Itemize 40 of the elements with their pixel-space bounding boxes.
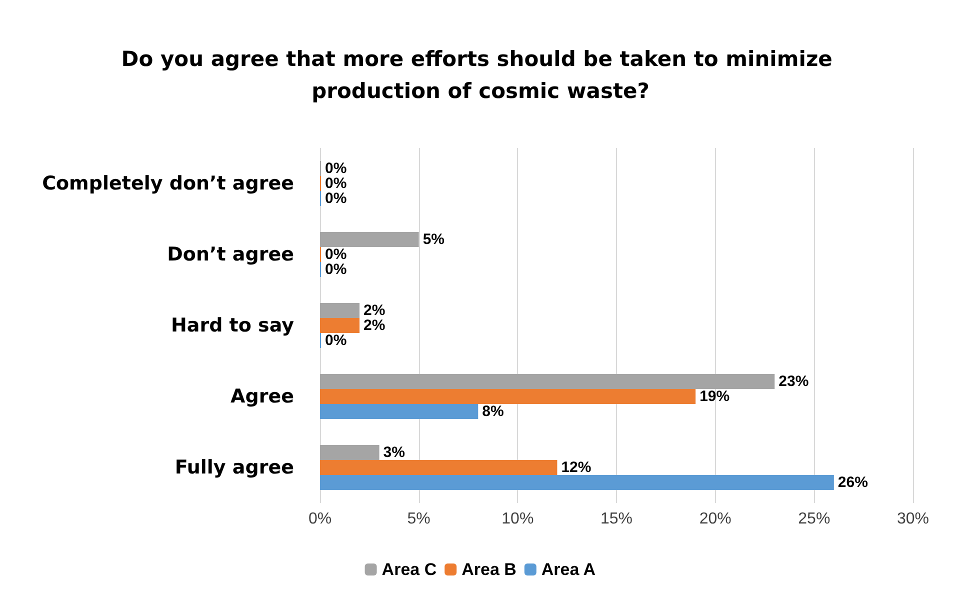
- chart-title: Do you agree that more efforts should be taken to minimize production of cosmic waste?: [121, 47, 840, 103]
- data-label: 0%: [325, 332, 347, 349]
- x-tick-label: 30%: [896, 510, 930, 528]
- bar: [320, 374, 775, 389]
- data-label: 0%: [325, 246, 347, 263]
- bar: [320, 232, 419, 247]
- x-tick-label: 25%: [798, 510, 830, 528]
- data-label: 0%: [325, 160, 347, 177]
- y-tick-label: Fully agree: [174, 456, 294, 478]
- bar: [320, 475, 834, 490]
- bar: [320, 445, 380, 460]
- legend-label: Area A: [541, 560, 596, 579]
- legend-label: Area B: [462, 560, 516, 579]
- data-label: 23%: [778, 373, 809, 390]
- x-tick-label: 20%: [699, 510, 732, 528]
- y-tick-label: Agree: [230, 386, 294, 408]
- x-tick-label: 10%: [502, 510, 534, 528]
- y-tick-label: Completely don’t agree: [42, 172, 294, 194]
- data-label: 12%: [561, 459, 592, 476]
- x-tick-label: 0%: [308, 510, 332, 528]
- x-tick-label: 5%: [407, 510, 430, 528]
- y-tick-label: Hard to say: [171, 314, 295, 336]
- legend-label: Area C: [382, 560, 437, 579]
- bar: [320, 318, 360, 333]
- data-label: 0%: [325, 190, 347, 207]
- x-tick-label: 15%: [600, 510, 633, 528]
- data-label: 3%: [383, 444, 405, 461]
- data-label: 2%: [364, 302, 386, 319]
- bar: [320, 389, 696, 404]
- data-label: 26%: [838, 474, 868, 491]
- y-tick-label: Don’t agree: [167, 244, 294, 266]
- bar: [320, 460, 558, 475]
- bar: [320, 303, 360, 318]
- data-label: 0%: [325, 261, 347, 278]
- data-label: 2%: [364, 317, 386, 334]
- bar: [320, 404, 478, 419]
- data-label: 8%: [482, 403, 504, 420]
- data-label: 19%: [700, 388, 730, 405]
- data-label: 0%: [325, 175, 347, 192]
- data-label: 5%: [422, 231, 445, 248]
